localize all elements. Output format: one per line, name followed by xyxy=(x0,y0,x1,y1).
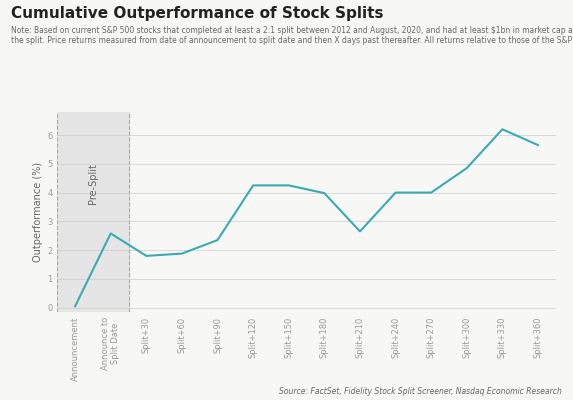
Text: Note: Based on current S&P 500 stocks that completed at least a 2:1 split betwee: Note: Based on current S&P 500 stocks th… xyxy=(11,26,573,35)
Bar xyxy=(57,112,128,312)
Text: Cumulative Outperformance of Stock Splits: Cumulative Outperformance of Stock Split… xyxy=(11,6,384,21)
Y-axis label: Outperformance (%): Outperformance (%) xyxy=(33,162,43,262)
Text: the split. Price returns measured from date of announcement to split date and th: the split. Price returns measured from d… xyxy=(11,36,573,45)
Text: Pre-Split: Pre-Split xyxy=(88,163,98,204)
Text: Source: FactSet, Fidelity Stock Split Screener, Nasdaq Economic Research: Source: FactSet, Fidelity Stock Split Sc… xyxy=(278,387,562,396)
